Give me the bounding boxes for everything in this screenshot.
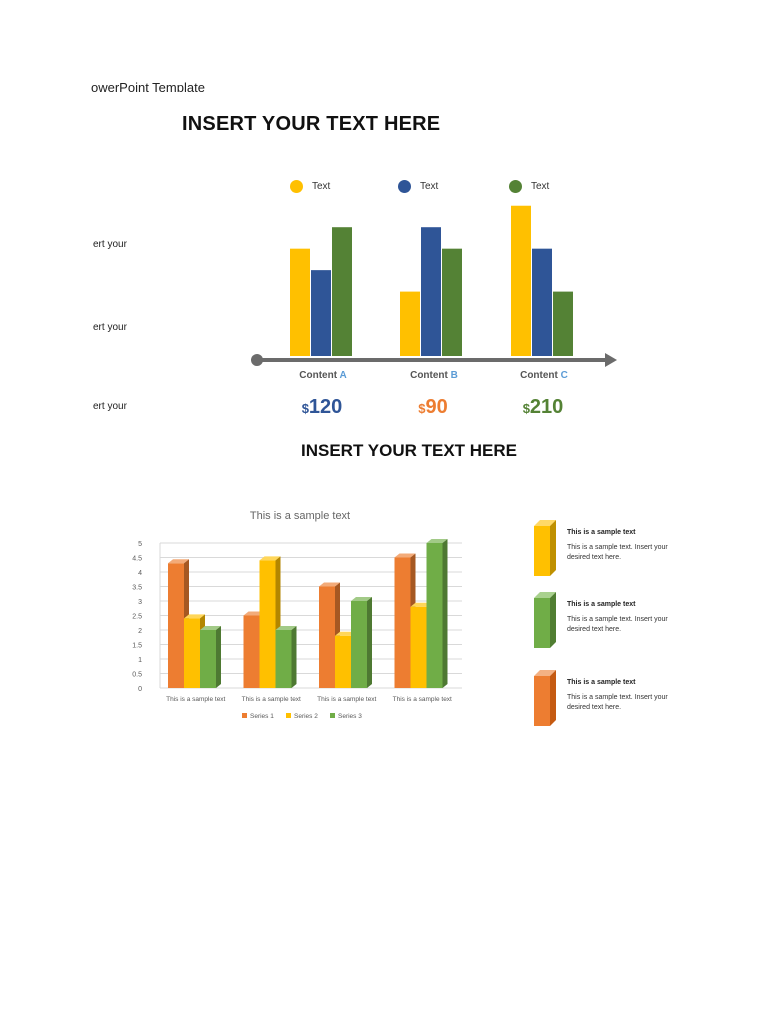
chart-title: This is a sample text [250,510,350,522]
y-tick-label: 0.5 [132,672,142,679]
bar-2-2 [421,227,441,356]
side-label-3: ert your [93,401,127,412]
y-tick-label: 4 [138,570,142,577]
bar-3d-2-3 [275,626,297,688]
bar-3d-4-3 [426,539,448,688]
y-tick-label: 4.5 [132,556,142,563]
bar-2-3 [442,248,462,356]
price-a: $120 [301,396,343,418]
y-tick-label: 2.5 [132,614,142,621]
legend-dot-icon [398,180,411,193]
slide1-title: INSERT YOUR TEXT HERE [182,113,441,135]
slide1-bar-chart [251,205,617,367]
bar-3d-1-3 [200,626,221,688]
legend-swatch [286,713,291,718]
y-tick-label: 1 [138,657,142,664]
card-desc-1: This is a sample text. Insert your desir… [567,544,668,561]
bar-1-3 [332,227,352,356]
card-title-1: This is a sample text [567,529,636,536]
y-tick-label: 1.5 [132,643,142,650]
bar-1-1 [290,248,310,356]
bar-3d-3-3 [351,597,372,688]
slide2-title: INSERT YOUR TEXT HERE [301,441,517,458]
legend-label: Series 1 [250,713,274,720]
side-label-2: ert your [93,322,127,333]
legend-item-3: Text [509,180,549,193]
y-tick-label: 3.5 [132,585,142,592]
page-header-fragment: owerPoint Template [91,80,205,92]
card-title-2: This is a sample text [567,601,636,608]
bar-3-3 [553,291,573,356]
bar-3-1 [511,205,531,356]
card-desc-3: This is a sample text. Insert your desir… [567,694,668,711]
bar-3-2 [532,248,552,356]
legend-dot-icon [509,180,522,193]
y-tick-label: 0 [138,686,142,693]
legend-item-1: Text [290,180,330,193]
content-label-c: Content C [520,370,568,381]
price-b: $90 [418,396,448,418]
content-label-b: Content B [410,370,458,381]
legend-dot-icon [290,180,303,193]
side-label-1: ert your [93,239,127,250]
legend-swatch [242,713,247,718]
y-tick-label: 2 [138,628,142,635]
x-tick-label: This is a sample text [242,696,301,703]
card-block-2 [534,592,556,648]
price-c: $210 [522,396,564,418]
card-block-1 [534,520,556,576]
legend-label: Text [420,181,439,192]
legend-label: Text [312,181,331,192]
axis-arrowhead [605,353,617,367]
slide2-3d-bar-chart: This is a sample text 0 0.5 1 1.5 2 2.5 3 3.5 4 4… [132,510,462,720]
x-tick-label: This is a sample text [166,696,225,703]
y-tick-label: 5 [138,541,142,548]
card-block-3 [534,670,556,726]
card-desc-2: This is a sample text. Insert your desir… [567,616,668,633]
x-tick-label: This is a sample text [317,696,376,703]
y-tick-label: 3 [138,599,142,606]
legend-label: Series 2 [294,713,318,720]
x-tick-label: This is a sample text [393,696,452,703]
legend-swatch [330,713,335,718]
content-label-a: Content A [299,370,347,381]
bar-2-1 [400,291,420,356]
axis-start-dot [251,354,263,366]
legend-label: Series 3 [338,713,362,720]
bar-1-2 [311,270,331,356]
legend-label: Text [531,181,550,192]
card-title-3: This is a sample text [567,679,636,686]
legend-item-2: Text [398,180,438,193]
